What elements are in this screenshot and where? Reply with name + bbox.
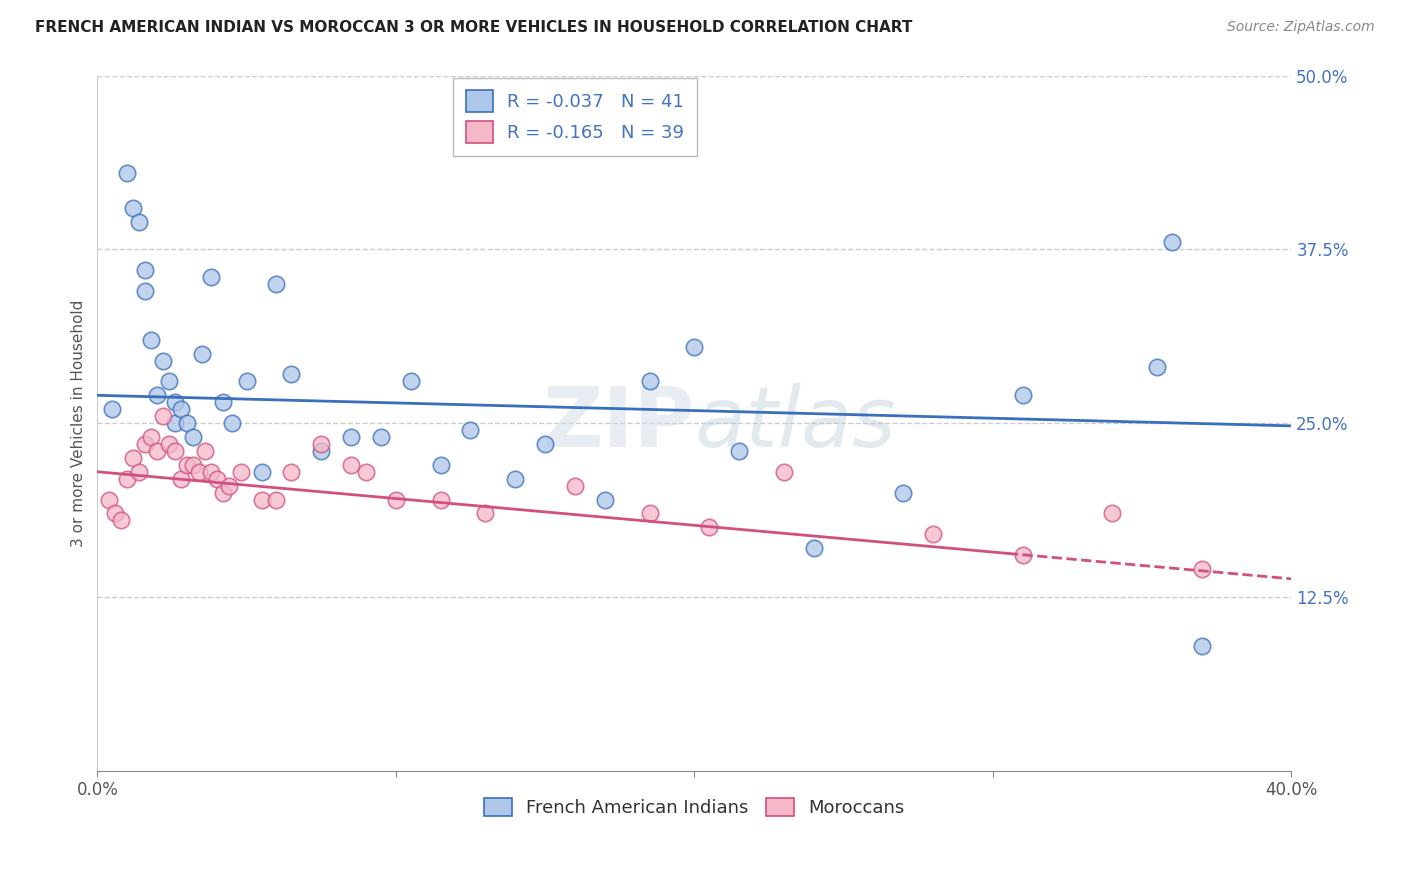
Point [250, 465, 273, 479]
Point [1146, 360, 1168, 375]
Point [891, 485, 914, 500]
Point [211, 395, 233, 409]
Point [176, 458, 198, 472]
Point [157, 375, 180, 389]
Point [1011, 388, 1033, 402]
Legend: French American Indians, Moroccans: French American Indians, Moroccans [477, 790, 911, 824]
Point [122, 450, 145, 465]
Point [1011, 548, 1033, 562]
Point [280, 465, 302, 479]
Point [235, 375, 257, 389]
Point [218, 478, 240, 492]
Point [152, 353, 174, 368]
Point [474, 507, 496, 521]
Point [534, 437, 557, 451]
Text: FRENCH AMERICAN INDIAN VS MOROCCAN 3 OR MORE VEHICLES IN HOUSEHOLD CORRELATION C: FRENCH AMERICAN INDIAN VS MOROCCAN 3 OR … [35, 20, 912, 35]
Point [564, 478, 586, 492]
Point [593, 492, 616, 507]
Point [697, 520, 720, 534]
Point [181, 430, 204, 444]
Point [98, 492, 121, 507]
Point [104, 507, 127, 521]
Point [683, 340, 706, 354]
Point [139, 333, 162, 347]
Point [163, 395, 186, 409]
Point [1191, 639, 1213, 653]
Point [922, 527, 945, 541]
Point [200, 270, 222, 285]
Point [191, 346, 214, 360]
Point [101, 402, 124, 417]
Point [728, 444, 751, 458]
Point [1191, 562, 1213, 576]
Point [638, 507, 661, 521]
Point [115, 166, 138, 180]
Point [503, 472, 526, 486]
Point [803, 541, 825, 556]
Y-axis label: 3 or more Vehicles in Household: 3 or more Vehicles in Household [72, 300, 86, 547]
Point [163, 444, 186, 458]
Point [250, 492, 273, 507]
Point [134, 263, 156, 277]
Point [1101, 507, 1123, 521]
Text: ZIP: ZIP [541, 383, 695, 464]
Point [134, 284, 156, 298]
Point [773, 465, 796, 479]
Point [309, 444, 332, 458]
Point [385, 492, 408, 507]
Point [146, 444, 169, 458]
Point [638, 375, 661, 389]
Point [170, 472, 193, 486]
Point [1161, 235, 1184, 250]
Point [187, 465, 209, 479]
Point [146, 388, 169, 402]
Point [170, 402, 193, 417]
Point [354, 465, 377, 479]
Point [194, 444, 217, 458]
Text: atlas: atlas [695, 383, 896, 464]
Point [152, 409, 174, 424]
Point [280, 368, 302, 382]
Point [340, 430, 363, 444]
Point [157, 437, 180, 451]
Point [229, 465, 252, 479]
Point [139, 430, 162, 444]
Point [181, 458, 204, 472]
Point [115, 472, 138, 486]
Point [309, 437, 332, 451]
Point [266, 277, 288, 291]
Point [429, 458, 451, 472]
Point [205, 472, 228, 486]
Point [176, 416, 198, 430]
Point [266, 492, 288, 507]
Point [460, 423, 482, 437]
Point [221, 416, 243, 430]
Text: Source: ZipAtlas.com: Source: ZipAtlas.com [1227, 20, 1375, 34]
Point [163, 416, 186, 430]
Point [122, 201, 145, 215]
Point [399, 375, 422, 389]
Point [211, 485, 233, 500]
Point [370, 430, 392, 444]
Point [340, 458, 363, 472]
Point [200, 465, 222, 479]
Point [128, 465, 150, 479]
Point [110, 513, 132, 527]
Point [134, 437, 156, 451]
Point [429, 492, 451, 507]
Point [128, 214, 150, 228]
